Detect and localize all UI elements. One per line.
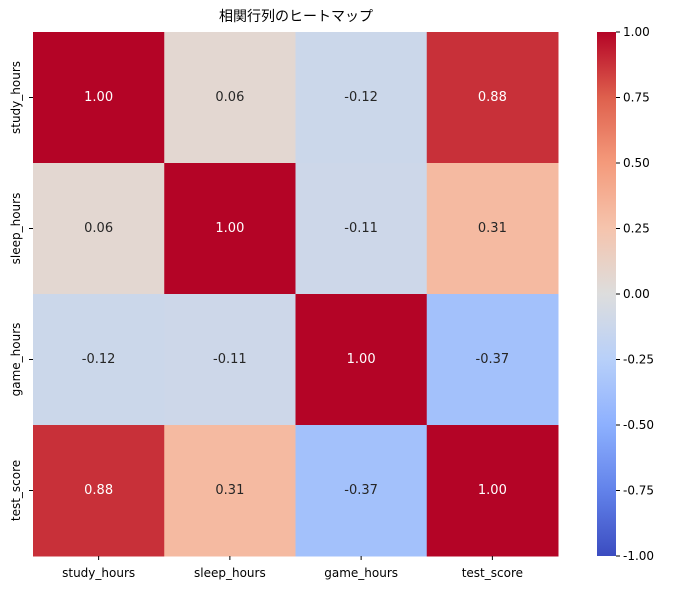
cell-value-label: -0.11 bbox=[213, 352, 247, 367]
heatmap-cell bbox=[295, 425, 428, 557]
x-tick-label: sleep_hours bbox=[194, 566, 266, 580]
colorbar-tick-label: 0.50 bbox=[623, 156, 650, 170]
heatmap-cell bbox=[295, 32, 428, 164]
cell-value-label: 1.00 bbox=[215, 221, 244, 236]
cell-value-label: 0.88 bbox=[84, 483, 113, 498]
x-tick-label: study_hours bbox=[62, 566, 135, 580]
y-tick-labels: study_hours sleep_hours game_hours test_sco… bbox=[9, 61, 33, 521]
heatmap-cell bbox=[295, 163, 428, 295]
cell-value-label: -0.12 bbox=[82, 352, 116, 367]
cell-value-label: 0.88 bbox=[478, 90, 507, 105]
heatmap-cell bbox=[33, 425, 165, 557]
colorbar-ticks: -1.00 -0.75 -0.50 -0.25 0.00 0.25 0.50 0.75 1.00 bbox=[616, 25, 654, 563]
heatmap-cell bbox=[164, 163, 296, 295]
heatmap-cell bbox=[33, 32, 165, 164]
heatmap-cell bbox=[164, 425, 296, 557]
heatmap-cell bbox=[426, 294, 559, 426]
y-tick-label: study_hours bbox=[9, 61, 23, 134]
heatmap-cell bbox=[33, 163, 165, 295]
cell-value-label: 0.31 bbox=[215, 483, 244, 498]
cell-value-label: 1.00 bbox=[347, 352, 376, 367]
cell-value-label: -0.37 bbox=[344, 483, 378, 498]
heatmap-cell bbox=[426, 425, 559, 557]
chart-title: 相関行列のヒートマップ bbox=[219, 9, 373, 25]
colorbar-tick-label: -1.00 bbox=[623, 549, 654, 563]
cell-value-label: -0.12 bbox=[344, 90, 378, 105]
heatmap-cell bbox=[295, 294, 428, 426]
heatmap-cell bbox=[426, 163, 559, 295]
x-tick-label: game_hours bbox=[324, 566, 398, 580]
x-tick-label: test_score bbox=[462, 566, 523, 580]
colorbar-tick-label: -0.25 bbox=[623, 353, 654, 367]
cell-value-label: 0.06 bbox=[215, 90, 244, 105]
colorbar-tick-label: 0.25 bbox=[623, 222, 650, 236]
cell-value-label: -0.37 bbox=[476, 352, 510, 367]
colorbar-tick-label: -0.50 bbox=[623, 418, 654, 432]
heatmap-cell bbox=[164, 294, 296, 426]
y-tick-label: game_hours bbox=[9, 323, 23, 397]
heatmap-cell bbox=[426, 32, 559, 164]
cell-value-label: 1.00 bbox=[478, 483, 507, 498]
colorbar-tick-label: -0.75 bbox=[623, 484, 654, 498]
y-tick-label: test_score bbox=[9, 460, 23, 521]
colorbar-tick-label: 1.00 bbox=[623, 25, 650, 39]
heatmap-cell bbox=[33, 294, 165, 426]
heatmap-cells: 1.00 0.06 -0.12 0.88 0.06 1.00 -0.11 0.31 -0.12 -… bbox=[33, 32, 559, 557]
colorbar bbox=[597, 32, 616, 556]
x-tick-labels: study_hours sleep_hours game_hours test_sco… bbox=[62, 556, 523, 580]
cell-value-label: 0.31 bbox=[478, 221, 507, 236]
cell-value-label: -0.11 bbox=[344, 221, 378, 236]
y-tick-label: sleep_hours bbox=[9, 193, 23, 265]
heatmap-cell bbox=[164, 32, 296, 164]
colorbar-tick-label: 0.75 bbox=[623, 91, 650, 105]
cell-value-label: 0.06 bbox=[84, 221, 113, 236]
colorbar-tick-label: 0.00 bbox=[623, 287, 650, 301]
cell-value-label: 1.00 bbox=[84, 90, 113, 105]
